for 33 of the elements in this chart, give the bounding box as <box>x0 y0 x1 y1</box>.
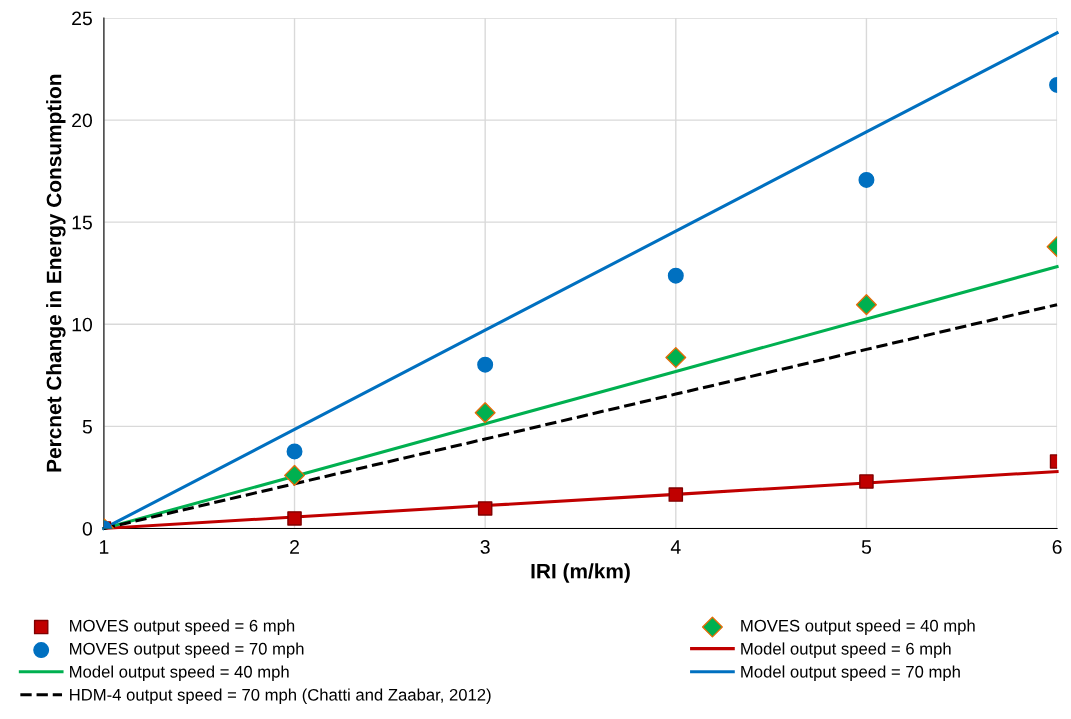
legend-label: MOVES output speed = 70 mph <box>70 642 304 658</box>
y-tick-label: 20 <box>72 113 93 128</box>
x-tick-label: 6 <box>1052 540 1062 554</box>
x-tick-label: 2 <box>290 540 299 554</box>
point <box>474 402 496 424</box>
legend-label: HDM-4 output speed = 70 mph (Chatti and Zaabar, 2012) <box>70 688 491 704</box>
y-tick-label: 25 <box>72 11 92 26</box>
y-tick-label: 10 <box>72 317 93 332</box>
x-tick-label: 4 <box>670 540 681 554</box>
y-tick-label: 5 <box>82 420 92 434</box>
legend-label: MOVES output speed = 40 mph <box>741 619 975 635</box>
point <box>667 267 684 284</box>
point <box>858 171 875 188</box>
x-tick-label: 3 <box>480 540 490 554</box>
x-tick-label: 1 <box>99 540 109 554</box>
point <box>477 501 493 516</box>
point <box>477 356 494 373</box>
x-axis-title: IRI (m/km) <box>531 563 630 583</box>
legend-label: Model output speed = 40 mph <box>70 665 289 681</box>
y-tick-label: 15 <box>72 215 92 230</box>
point <box>286 443 303 460</box>
point <box>284 464 306 486</box>
point <box>668 487 684 502</box>
legend-label: Model output speed = 6 mph <box>741 642 951 658</box>
point <box>665 347 687 369</box>
x-tick-label: 5 <box>861 540 872 554</box>
point <box>859 474 874 489</box>
y-axis-title: Percnet Change in Energy Consumption <box>46 74 66 472</box>
legend-label: MOVES output speed = 6 mph <box>70 619 295 635</box>
y-tick-label: 0 <box>82 521 93 536</box>
point <box>855 294 877 316</box>
legend-label: Model output speed = 70 mph <box>741 665 960 681</box>
point <box>287 511 302 526</box>
